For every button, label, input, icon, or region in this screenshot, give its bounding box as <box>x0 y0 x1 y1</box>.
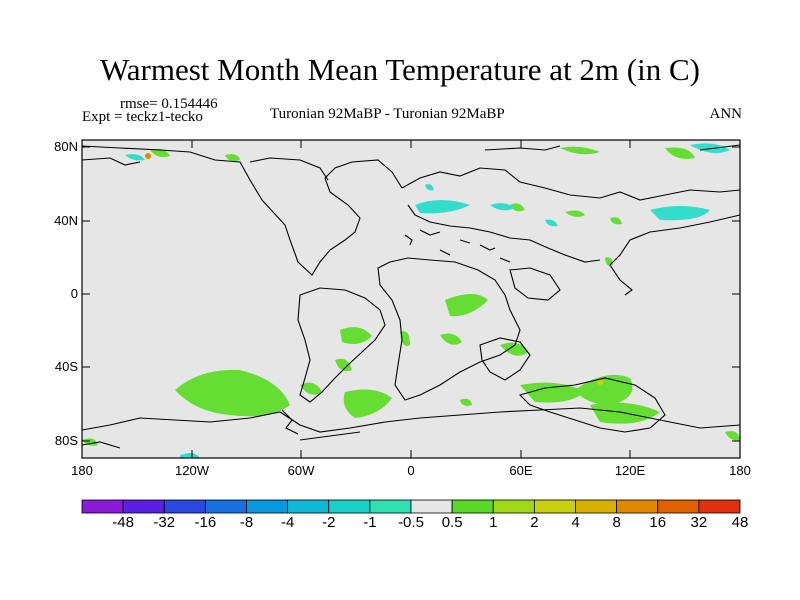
colorbar-label: 32 <box>690 514 708 531</box>
colorbar <box>81 499 741 514</box>
colorbar-box <box>533 499 576 514</box>
colorbar-box <box>81 499 124 514</box>
lon-label-120e: 120E <box>614 463 646 478</box>
colorbar-label: 8 <box>612 514 621 531</box>
negative-anomaly-patches <box>125 143 730 458</box>
lon-label-180w: 180 <box>71 463 93 478</box>
colorbar-label: -2 <box>322 514 336 531</box>
lon-label-60e: 60E <box>509 463 533 478</box>
lat-label-40n: 40N <box>54 213 78 228</box>
lon-label-180e: 180 <box>729 463 751 478</box>
colorbar-box <box>616 499 659 514</box>
colorbar-box <box>163 499 206 514</box>
colorbar-label: -16 <box>194 514 217 531</box>
colorbar-label: 2 <box>530 514 539 531</box>
lat-label-80n: 80N <box>54 139 78 154</box>
lon-label-120w: 120W <box>175 463 209 478</box>
colorbar-box <box>410 499 453 514</box>
colorbar-box <box>328 499 371 514</box>
plot-title: Warmest Month Mean Temperature at 2m (in… <box>100 52 700 87</box>
colorbar-label: -8 <box>239 514 254 531</box>
colorbar-box <box>204 499 247 514</box>
colorbar-label: 4 <box>571 514 580 531</box>
colorbar-label: -4 <box>280 514 295 531</box>
colorbar-box <box>451 499 494 514</box>
lat-label-80s: 80S <box>54 433 78 448</box>
period-label: Turonian 92MaBP - Turonian 92MaBP <box>270 106 505 122</box>
colorbar-label: -48 <box>112 514 134 531</box>
colorbar-label: 16 <box>649 514 667 531</box>
colorbar-box <box>575 499 618 514</box>
lat-label-40s: 40S <box>54 359 78 374</box>
warm-spot-2 <box>597 379 603 385</box>
season-label: ANN <box>709 106 743 122</box>
colorbar-box <box>698 499 741 514</box>
experiment-label: Expt = teckz1-tecko <box>82 109 203 125</box>
colorbar-label: 48 <box>731 514 749 531</box>
positive-anomaly-patches <box>82 146 740 446</box>
colorbar-label: -32 <box>153 514 176 531</box>
colorbar-label: 0.5 <box>441 514 463 531</box>
warm-spot <box>145 153 151 159</box>
colorbar-box <box>492 499 535 514</box>
rmse-label: rmse= 0.154446 <box>120 96 218 112</box>
colorbar-box <box>657 499 700 514</box>
lon-tick-marks <box>81 140 741 458</box>
colorbar-box <box>369 499 412 514</box>
colorbar-box <box>122 499 165 514</box>
colorbar-box <box>246 499 289 514</box>
colorbar-label: 1 <box>489 514 498 531</box>
coastlines <box>81 144 741 449</box>
colorbar-label: -0.5 <box>398 514 424 531</box>
colorbar-label: -1 <box>363 514 377 531</box>
lon-label-60w: 60W <box>287 463 315 478</box>
lon-label-0: 0 <box>407 463 415 478</box>
lat-label-0: 0 <box>70 286 78 301</box>
colorbar-box <box>287 499 330 514</box>
lat-tick-marks <box>82 146 740 442</box>
